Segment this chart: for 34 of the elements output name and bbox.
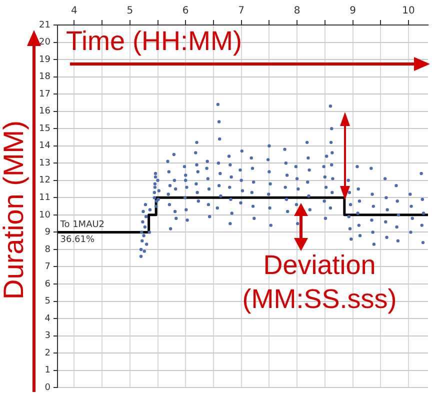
x-tick-label: 8 [294, 6, 300, 17]
y-tick-label: 17 [39, 89, 50, 100]
annotation: Deviation (MM:SS.sss) [241, 249, 398, 316]
y-tick-label: 2 [44, 348, 50, 358]
y-tick-label: 13 [39, 158, 50, 168]
y-axis-title: Duration (MM) [0, 120, 29, 300]
y-tick-label: 14 [39, 141, 51, 152]
x-tick-label: 9 [350, 6, 356, 17]
x-tick-label: 6 [182, 6, 189, 17]
y-tick-label: 6 [44, 279, 51, 290]
y-tick-label: 11 [39, 193, 50, 204]
annotation: 36.61% [60, 235, 96, 246]
y-tick-label: 3 [44, 331, 50, 342]
x-tick-label: 7 [238, 6, 245, 17]
x-tick-label: 10 [402, 6, 415, 17]
y-tick-label: 1 [44, 366, 50, 376]
y-tick-label: 7 [44, 262, 50, 272]
y-tick-label: 16 [39, 106, 51, 117]
y-tick-label: 19 [39, 54, 51, 65]
y-tick-label: 21 [39, 20, 50, 30]
y-tick-label: 4 [44, 314, 51, 324]
x-tick-label: 5 [126, 6, 134, 17]
y-tick-label: 8 [44, 244, 51, 255]
y-tick-label: 12 [39, 176, 50, 186]
y-tick-label: 20 [39, 38, 51, 48]
y-tick-label: 18 [39, 72, 51, 82]
y-tick-label: 9 [44, 228, 51, 238]
y-tick-label: 5 [44, 296, 50, 307]
y-tick-label: 15 [39, 124, 50, 134]
y-tick-label: 0 [44, 382, 51, 393]
x-tick-label: 4 [70, 6, 78, 17]
y-tick-label: 10 [39, 210, 51, 220]
annotation: To 1MAU2 [59, 220, 105, 230]
x-axis-title: Time (HH:MM) [66, 26, 242, 56]
